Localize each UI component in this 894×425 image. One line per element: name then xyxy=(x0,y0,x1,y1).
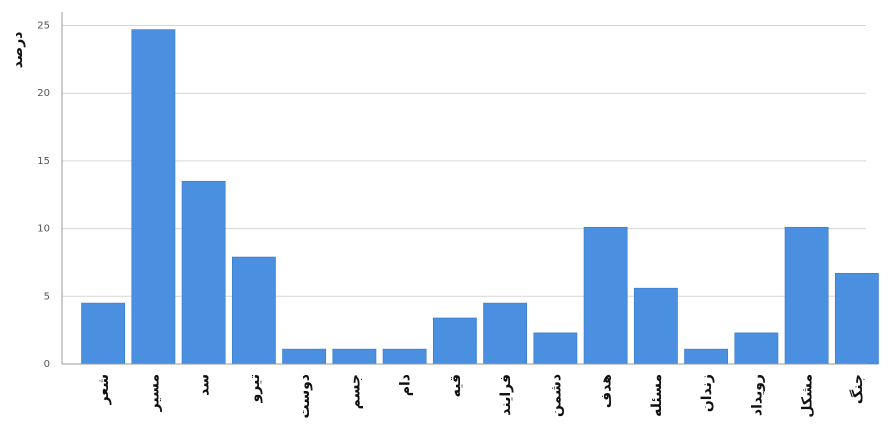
y-tick-label-5: 5 xyxy=(44,291,50,302)
x-category-labels: شعر مسیر سد تیرو دوست جسم دام قیه فرایند دشمن هدف م… xyxy=(96,374,866,418)
bar-14 xyxy=(734,332,779,365)
x-category-label-13: زندان xyxy=(699,374,715,412)
bar-9 xyxy=(483,302,528,365)
x-category-label-3: سد xyxy=(197,374,213,396)
x-category-label-12: مسئله xyxy=(649,374,665,417)
y-tick-label-10: 10 xyxy=(37,224,50,235)
x-category-label-11: هدف xyxy=(599,374,615,408)
bars xyxy=(81,29,879,365)
bar-6 xyxy=(332,348,377,365)
axes xyxy=(61,12,866,365)
bar-13 xyxy=(684,348,729,365)
bar-4 xyxy=(231,256,276,365)
x-category-label-4: تیرو xyxy=(247,374,263,403)
x-category-label-16: جنگ xyxy=(849,374,866,404)
x-category-label-2: مسیر xyxy=(146,374,162,412)
y-tick-label-25: 25 xyxy=(37,21,50,32)
x-category-label-15: مشکل xyxy=(800,374,816,418)
bar-8 xyxy=(432,317,477,365)
bar-2 xyxy=(131,29,176,365)
x-category-label-8: قیه xyxy=(448,374,464,397)
x-category-label-5: دوست xyxy=(297,374,313,418)
y-tick-label-20: 20 xyxy=(37,88,50,99)
y-tick-label-15: 15 xyxy=(37,156,50,167)
y-tick-labels: 0 5 10 15 20 25 xyxy=(37,21,50,370)
x-category-label-9: فرایند xyxy=(498,374,514,416)
y-axis-title: درصد xyxy=(10,32,26,69)
bar-1 xyxy=(81,302,126,365)
bar-15 xyxy=(784,226,829,365)
bar-10 xyxy=(533,332,578,365)
bar-12 xyxy=(633,287,678,365)
bar-3 xyxy=(181,180,226,365)
x-category-label-10: دشمن xyxy=(548,374,564,417)
y-tick-label-0: 0 xyxy=(44,359,50,370)
x-category-label-14: رویداد xyxy=(749,374,765,416)
x-category-label-6: جسم xyxy=(347,374,363,409)
bar-11 xyxy=(583,226,628,365)
bar-5 xyxy=(282,348,327,365)
bar-16 xyxy=(834,272,879,365)
bar-7 xyxy=(382,348,427,365)
x-category-label-1: شعر xyxy=(96,374,112,405)
x-category-label-7: دام xyxy=(398,374,414,396)
